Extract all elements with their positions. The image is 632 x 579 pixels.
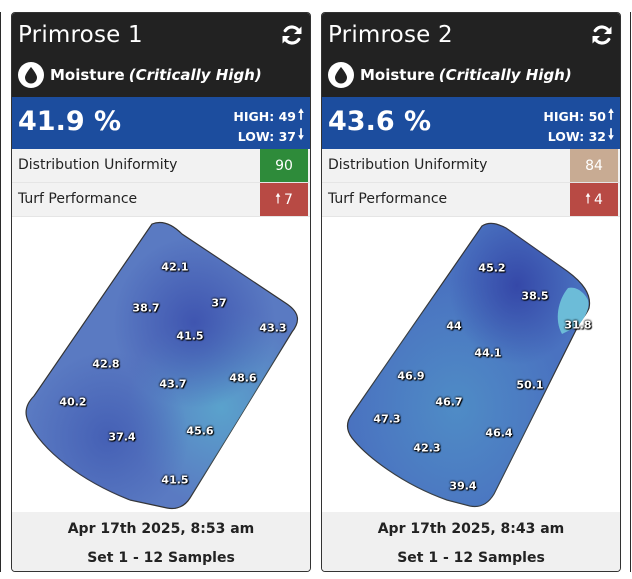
sample-reading: 40.2 bbox=[59, 395, 87, 409]
green-outline-map bbox=[25, 221, 298, 510]
green-outline-map bbox=[346, 222, 591, 508]
refresh-icon[interactable] bbox=[590, 23, 614, 47]
arrow-up-icon: 🠕 bbox=[585, 190, 592, 207]
arrow-up-icon: 🠕 bbox=[607, 107, 614, 123]
sample-reading: 38.5 bbox=[521, 289, 549, 303]
low-reading: LOW: 37 🠗 bbox=[238, 124, 304, 148]
sample-reading: 46.4 bbox=[485, 426, 513, 440]
sample-reading: 42.1 bbox=[161, 260, 189, 274]
turf-performance-value: 7 bbox=[284, 191, 293, 208]
high-reading: HIGH: 50 🠕 bbox=[543, 104, 614, 128]
arrow-up-icon: 🠕 bbox=[275, 190, 282, 207]
sample-reading: 41.5 bbox=[161, 473, 189, 487]
left-edge-divider bbox=[0, 12, 1, 572]
sample-reading: 43.7 bbox=[159, 377, 187, 391]
metric-row: Moisture (Critically High) bbox=[328, 62, 572, 88]
sample-reading: 43.3 bbox=[259, 321, 287, 335]
sample-reading: 39.4 bbox=[449, 479, 477, 493]
card-title: Primrose 2 bbox=[328, 22, 453, 48]
metric-name: Moisture bbox=[360, 66, 435, 84]
turf-performance-badge: 🠕 7 bbox=[260, 183, 308, 216]
refresh-icon[interactable] bbox=[280, 23, 304, 47]
metric-status: (Critically High) bbox=[438, 66, 572, 84]
sample-reading: 42.8 bbox=[92, 357, 120, 371]
sample-set-label: Set 1 - 12 Samples bbox=[87, 550, 235, 566]
arrow-down-icon: 🠗 bbox=[297, 127, 304, 143]
sample-reading: 37 bbox=[211, 296, 227, 310]
moisture-heatmap[interactable]: 45.2 38.5 31.8 44 44.1 46.9 50.1 46.7 47… bbox=[322, 216, 620, 512]
reading-timestamp: Apr 17th 2025, 8:53 am bbox=[67, 521, 255, 537]
sample-reading: 46.7 bbox=[435, 395, 463, 409]
right-edge-divider bbox=[630, 12, 631, 572]
sample-reading: 37.4 bbox=[108, 430, 136, 444]
card-header: Primrose 2 Moisture (Critically High) bbox=[322, 13, 620, 97]
arrow-up-icon: 🠕 bbox=[297, 107, 304, 123]
turf-performance-row[interactable]: Turf Performance 🠕 7 bbox=[12, 183, 310, 217]
sample-reading: 31.8 bbox=[564, 318, 592, 332]
water-drop-icon bbox=[328, 62, 354, 88]
metric-status: (Critically High) bbox=[128, 66, 262, 84]
turf-performance-label: Turf Performance bbox=[18, 191, 138, 207]
sample-reading: 45.6 bbox=[186, 424, 214, 438]
distribution-uniformity-row[interactable]: Distribution Uniformity 90 bbox=[12, 149, 310, 183]
sample-reading: 47.3 bbox=[373, 412, 401, 426]
water-drop-icon bbox=[18, 62, 44, 88]
turf-performance-value: 4 bbox=[594, 191, 603, 208]
distribution-uniformity-badge: 84 bbox=[570, 149, 618, 182]
card-footer: Apr 17th 2025, 8:43 am Set 1 - 12 Sample… bbox=[322, 512, 620, 571]
moisture-value: 41.9 % bbox=[18, 106, 122, 137]
high-label: HIGH: 50 bbox=[543, 108, 606, 124]
turf-performance-label: Turf Performance bbox=[328, 191, 448, 207]
distribution-uniformity-label: Distribution Uniformity bbox=[18, 157, 178, 173]
sample-reading: 46.9 bbox=[397, 369, 425, 383]
distribution-uniformity-value: 90 bbox=[275, 157, 293, 174]
sample-reading: 45.2 bbox=[478, 261, 506, 275]
value-band: 41.9 % HIGH: 49 🠕 LOW: 37 🠗 bbox=[12, 97, 310, 149]
distribution-uniformity-badge: 90 bbox=[260, 149, 308, 182]
value-band: 43.6 % HIGH: 50 🠕 LOW: 32 🠗 bbox=[322, 97, 620, 149]
card-header: Primrose 1 Moisture (Critically High) bbox=[12, 13, 310, 97]
card-title: Primrose 1 bbox=[18, 22, 143, 48]
moisture-heatmap[interactable]: 42.1 38.7 37 43.3 41.5 42.8 43.7 48.6 40… bbox=[12, 216, 310, 512]
sample-reading: 44 bbox=[446, 319, 462, 333]
low-reading: LOW: 32 🠗 bbox=[548, 124, 614, 148]
sample-reading: 42.3 bbox=[413, 441, 441, 455]
card-footer: Apr 17th 2025, 8:53 am Set 1 - 12 Sample… bbox=[12, 512, 310, 571]
low-label: LOW: 37 bbox=[237, 128, 296, 144]
distribution-uniformity-row[interactable]: Distribution Uniformity 84 bbox=[322, 149, 620, 183]
arrow-down-icon: 🠗 bbox=[607, 127, 614, 143]
distribution-uniformity-label: Distribution Uniformity bbox=[328, 157, 488, 173]
metric-name: Moisture bbox=[50, 66, 125, 84]
sample-reading: 41.5 bbox=[176, 329, 204, 343]
sample-reading: 50.1 bbox=[516, 378, 544, 392]
sample-reading: 44.1 bbox=[474, 346, 502, 360]
turf-performance-row[interactable]: Turf Performance 🠕 4 bbox=[322, 183, 620, 217]
distribution-uniformity-value: 84 bbox=[585, 157, 603, 174]
sample-reading: 48.6 bbox=[229, 371, 257, 385]
sample-reading: 38.7 bbox=[132, 301, 160, 315]
moisture-value: 43.6 % bbox=[328, 106, 432, 137]
sample-set-label: Set 1 - 12 Samples bbox=[397, 550, 545, 566]
metric-row: Moisture (Critically High) bbox=[18, 62, 262, 88]
low-label: LOW: 32 bbox=[547, 128, 606, 144]
high-reading: HIGH: 49 🠕 bbox=[233, 104, 304, 128]
reading-timestamp: Apr 17th 2025, 8:43 am bbox=[377, 521, 565, 537]
sensor-card-primrose-2[interactable]: Primrose 2 Moisture (Critically High) 43… bbox=[321, 12, 621, 572]
high-label: HIGH: 49 bbox=[233, 108, 296, 124]
turf-performance-badge: 🠕 4 bbox=[570, 183, 618, 216]
sensor-card-primrose-1[interactable]: Primrose 1 Moisture (Critically High) 41… bbox=[11, 12, 311, 572]
